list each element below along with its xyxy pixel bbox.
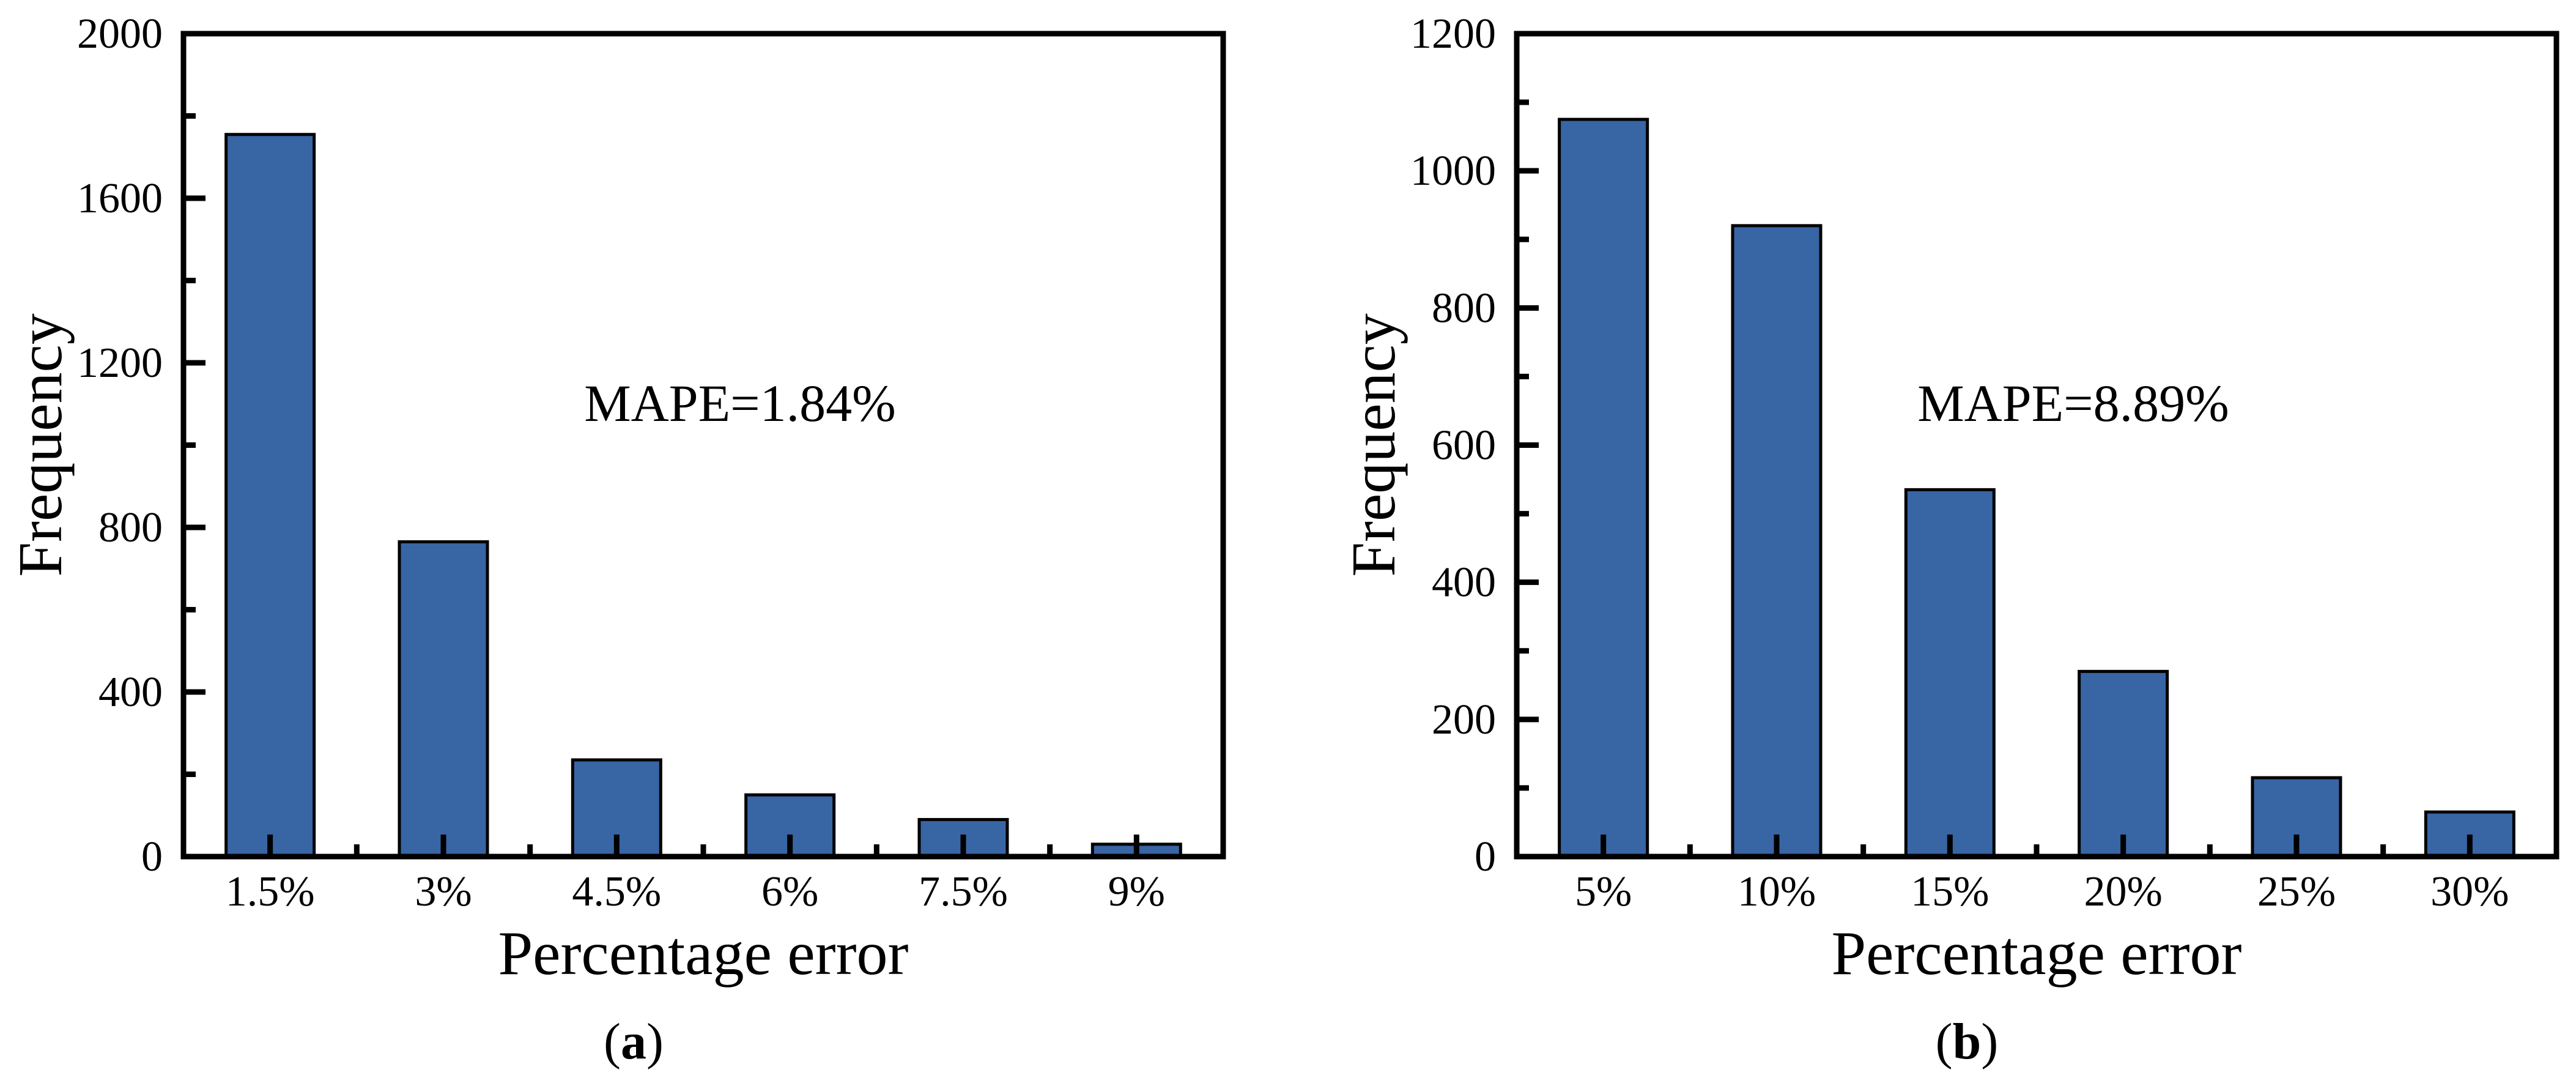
bar-15% <box>1904 488 1996 858</box>
caption-letter: a <box>621 1013 646 1070</box>
y-tick-label: 0 <box>141 833 163 880</box>
y-tick-label: 1200 <box>77 340 163 387</box>
x-tick-label: 7.5% <box>919 868 1008 915</box>
x-tick-label: 10% <box>1738 868 1816 915</box>
bar-20% <box>2078 669 2169 858</box>
x-tick-label: 15% <box>1911 868 1989 915</box>
panel-a: 0 400 800 1200 1600 2000 1.5% 3% 4.5% 6% 7.5% 9% MAP… <box>6 10 1226 1070</box>
y-tick-label: 1000 <box>1410 147 1496 195</box>
bar-10% <box>1731 224 1823 858</box>
x-tick-label: 25% <box>2257 868 2336 915</box>
y-tick-label: 0 <box>1475 833 1496 880</box>
x-tick-label: 4.5% <box>572 868 661 915</box>
y-tick-label: 200 <box>1432 696 1496 743</box>
x-tick-label: 30% <box>2430 868 2509 915</box>
y-tick-label: 800 <box>1432 285 1496 332</box>
bar-3% <box>398 540 489 858</box>
x-axis-label: Percentage error <box>1831 919 2241 988</box>
y-axis-label: Frequency <box>1339 313 1408 577</box>
bar-5% <box>1558 117 1649 858</box>
caption-letter: b <box>1953 1013 1982 1070</box>
bar-1.5% <box>224 133 316 858</box>
y-tick-label: 1600 <box>77 175 163 222</box>
caption-close-paren: ) <box>1981 1013 1998 1070</box>
panel-caption: (a) <box>604 1013 664 1070</box>
mape-annotation: MAPE=8.89% <box>1917 374 2229 433</box>
caption-open-paren: ( <box>1936 1013 1953 1070</box>
y-tick-label: 400 <box>1432 559 1496 606</box>
x-tick-label: 5% <box>1575 868 1632 915</box>
panel-caption: (b) <box>1936 1013 1999 1070</box>
x-axis-label: Percentage error <box>498 919 908 988</box>
y-tick-label: 800 <box>98 504 163 551</box>
x-tick-label: 1.5% <box>226 868 315 915</box>
mape-annotation: MAPE=1.84% <box>584 374 896 433</box>
caption-open-paren: ( <box>604 1013 621 1070</box>
x-tick-label: 9% <box>1108 868 1165 915</box>
panel-b: 0 200 400 600 800 1000 1200 5% 10% 15% 20% 25% 30% MA… <box>1339 10 2559 1070</box>
x-tick-label: 20% <box>2084 868 2163 915</box>
caption-close-paren: ) <box>646 1013 664 1070</box>
y-tick-label: 2000 <box>77 10 163 58</box>
y-tick-label: 1200 <box>1410 10 1496 58</box>
x-tick-label: 6% <box>761 868 818 915</box>
x-tick-label: 3% <box>415 868 472 915</box>
y-tick-label: 600 <box>1432 422 1496 469</box>
y-tick-label: 400 <box>98 669 163 716</box>
y-axis-label: Frequency <box>6 313 75 577</box>
